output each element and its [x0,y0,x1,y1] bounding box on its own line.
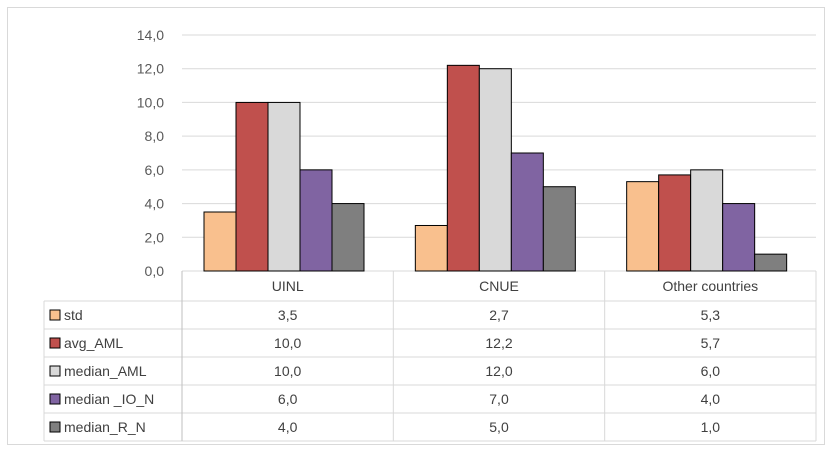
legend-key [49,309,61,321]
legend-key [49,365,61,377]
y-tick-label: 8,0 [145,128,165,144]
x-category-label: UINL [272,278,304,294]
legend-key [49,393,61,405]
legend-key [49,337,61,349]
legend-label: std [64,307,83,323]
bar-std [203,211,237,272]
y-tick-label: 10,0 [137,94,164,110]
table-cell-value: 12,2 [485,335,512,351]
table-cell-value: 3,5 [278,307,298,323]
table-cell-value: 5,3 [701,307,721,323]
bar-median-r-n [754,253,788,272]
data-table: UINL CNUE Other countries std 3,5 2,7 5,3 avg_A… [43,271,817,442]
table-cell-value: 6,0 [278,391,298,407]
legend-key [49,421,61,433]
y-tick-label: 6,0 [145,162,165,178]
bar-avg-aml [658,174,692,272]
legend-label: avg_AML [64,335,123,351]
legend-label: median _IO_N [64,391,154,407]
table-cell-value: 5,7 [701,335,721,351]
x-category-label: Other countries [662,278,758,294]
bar-median-aml [690,169,724,272]
y-tick-label: 4,0 [145,196,165,212]
table-cell-value: 10,0 [274,335,301,351]
y-tick-label: 2,0 [145,229,165,245]
table-cell-value: 1,0 [701,419,721,435]
legend-label: median_AML [64,363,147,379]
table-cell-value: 7,0 [489,391,509,407]
bar-avg-aml [235,101,269,272]
bar-median-aml [267,101,301,272]
table-cell-value: 4,0 [701,391,721,407]
bars [203,64,788,272]
y-axis-ticks: 0,0 2,0 4,0 6,0 8,0 10,0 12,0 14,0 [137,27,164,279]
bar-median-io-n [299,169,333,272]
x-category-label: CNUE [479,278,519,294]
y-tick-label: 14,0 [137,27,164,43]
bar-avg-aml [446,64,480,272]
bar-median-io-n [510,152,544,272]
table-cell-value: 5,0 [489,419,509,435]
bar-median-aml [478,68,512,272]
bar-median-r-n [542,186,576,272]
y-tick-label: 12,0 [137,61,164,77]
table-cell-value: 4,0 [278,419,298,435]
table-cell-value: 6,0 [701,363,721,379]
bar-std [626,181,660,272]
y-tick-label: 0,0 [145,263,165,279]
bar-median-io-n [722,203,756,272]
table-cell-value: 10,0 [274,363,301,379]
legend-label: median_R_N [64,419,146,435]
bar-std [414,224,448,272]
bar-median-r-n [331,203,365,272]
table-cell-value: 12,0 [485,363,512,379]
table-cell-value: 2,7 [489,307,509,323]
